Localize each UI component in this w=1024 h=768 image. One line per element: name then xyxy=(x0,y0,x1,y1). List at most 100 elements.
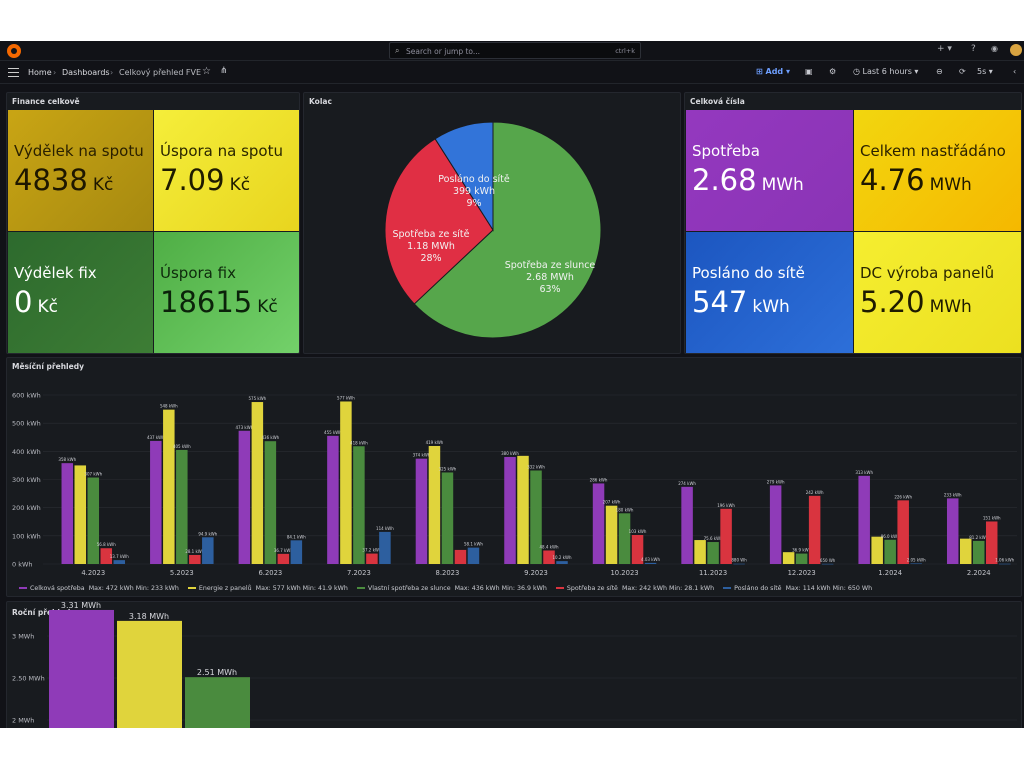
time-picker-button[interactable]: ◷ Last 6 hours ▾ xyxy=(853,67,919,76)
bar[interactable] xyxy=(366,553,378,564)
bar[interactable] xyxy=(972,540,985,564)
bar-value-label: 2.51 MWh xyxy=(197,668,237,677)
breadcrumb-home[interactable]: Home xyxy=(28,68,52,77)
bar-value-label: 418 kWh xyxy=(350,440,368,445)
bar[interactable] xyxy=(631,534,644,564)
bar[interactable] xyxy=(910,563,922,565)
bar[interactable] xyxy=(884,539,896,564)
help-icon[interactable]: ? xyxy=(971,44,976,54)
bar[interactable] xyxy=(517,455,529,564)
bar[interactable] xyxy=(49,609,114,728)
stat-label: DC výroba panelů xyxy=(860,264,995,282)
bar[interactable] xyxy=(467,547,480,564)
bar[interactable] xyxy=(733,563,745,565)
bar[interactable] xyxy=(264,441,277,564)
bar[interactable] xyxy=(238,430,251,564)
bar[interactable] xyxy=(998,563,1011,565)
bar[interactable] xyxy=(681,486,693,564)
stat-tile-sent-to-grid[interactable]: Posláno do sítě 547 kWh xyxy=(686,232,853,353)
legend-item-spotreba-ze-site[interactable]: Spotřeba ze sítě Max: 242 kWh Min: 28.1 … xyxy=(555,585,714,592)
bar[interactable] xyxy=(277,553,290,564)
bar[interactable] xyxy=(290,540,303,564)
bar[interactable] xyxy=(504,456,516,564)
legend-item-celkova-spotreba[interactable]: Celková spotřeba Max: 472 kWh Min: 233 k… xyxy=(19,585,179,592)
bar[interactable] xyxy=(454,549,467,564)
bar[interactable] xyxy=(428,445,441,564)
stat-tile-dc-production[interactable]: DC výroba panelů 5.20 MWh xyxy=(854,232,1021,353)
bar[interactable] xyxy=(100,548,113,564)
legend-item-vlastni-spotreba[interactable]: Vlastní spotřeba ze slunce Max: 436 kWh … xyxy=(356,585,547,592)
legend-item-energie-z-panelu[interactable]: Energie z panelů Max: 577 kWh Min: 41.9 … xyxy=(187,585,348,592)
x-tick-label: 7.2023 xyxy=(347,569,371,577)
bar[interactable] xyxy=(379,531,391,564)
bar[interactable] xyxy=(202,537,214,564)
bar[interactable] xyxy=(340,401,352,564)
breadcrumb-dashboards[interactable]: Dashboards xyxy=(62,68,110,77)
bar[interactable] xyxy=(251,402,264,564)
grafana-logo-icon[interactable] xyxy=(7,44,21,58)
news-rss-icon[interactable]: ◉ xyxy=(991,44,998,53)
save-dashboard-icon[interactable]: ▣ xyxy=(805,67,813,76)
bar[interactable] xyxy=(87,477,100,564)
bar-value-label: 880 Wh xyxy=(731,558,747,563)
collapse-chevron-icon[interactable]: ‹ xyxy=(1013,67,1017,76)
yearly-panel-title: Roční přehledy xyxy=(12,608,76,617)
refresh-interval-select[interactable]: 5s ▾ xyxy=(977,67,993,76)
bar[interactable] xyxy=(441,472,454,564)
pie-slice-poslano-do-site[interactable] xyxy=(434,121,494,232)
new-plus-icon[interactable]: + ▾ xyxy=(937,44,952,54)
zoom-out-icon[interactable]: ⊖ xyxy=(936,67,943,76)
bar[interactable] xyxy=(644,562,657,564)
bar[interactable] xyxy=(985,521,998,564)
bar[interactable] xyxy=(769,485,782,564)
bar[interactable] xyxy=(176,449,188,564)
bar[interactable] xyxy=(605,505,618,564)
search-input[interactable]: ⌕ Search or jump to... ctrl+k xyxy=(389,42,641,59)
stat-tile-fix-earnings[interactable]: Výdělek fix 0 Kč xyxy=(8,232,153,353)
bar[interactable] xyxy=(113,560,126,564)
refresh-interval-value: 5s xyxy=(977,67,987,76)
bar[interactable] xyxy=(707,542,719,564)
stat-tile-spot-earnings[interactable]: Výdělek na spotu 4838 Kč xyxy=(8,110,153,231)
bar[interactable] xyxy=(163,409,175,564)
bar[interactable] xyxy=(327,435,339,564)
legend-item-poslano-do-site[interactable]: Posláno do sítě Max: 114 kWh Min: 650 Wh xyxy=(723,585,872,592)
bar[interactable] xyxy=(858,475,870,564)
bar[interactable] xyxy=(530,470,542,564)
stat-tile-consumption[interactable]: Spotřeba 2.68 MWh xyxy=(686,110,853,231)
bar[interactable] xyxy=(592,483,605,564)
bar[interactable] xyxy=(821,563,834,565)
stat-tile-spot-savings[interactable]: Úspora na spotu 7.09 Kč xyxy=(154,110,299,231)
bar[interactable] xyxy=(150,440,162,564)
bar[interactable] xyxy=(959,538,972,564)
bar[interactable] xyxy=(694,540,706,564)
bar[interactable] xyxy=(808,495,821,564)
add-button[interactable]: ⊞ Add ▾ xyxy=(756,67,790,76)
pie-slice-spotreba-ze-site[interactable] xyxy=(384,138,494,305)
pie-slice-spotreba-ze-slunce[interactable] xyxy=(413,121,602,339)
star-icon[interactable]: ☆ xyxy=(202,66,211,77)
bar[interactable] xyxy=(117,620,182,728)
bar[interactable] xyxy=(415,458,428,564)
user-avatar[interactable] xyxy=(1010,44,1022,56)
bar[interactable] xyxy=(720,508,732,564)
bar[interactable] xyxy=(946,498,959,564)
menu-hamburger-icon[interactable] xyxy=(8,68,19,77)
bar[interactable] xyxy=(543,550,555,564)
bar[interactable] xyxy=(782,552,795,564)
stat-tile-total-saved[interactable]: Celkem nastřádáno 4.76 MWh xyxy=(854,110,1021,231)
bar[interactable] xyxy=(353,446,365,564)
bar[interactable] xyxy=(189,554,201,564)
share-icon[interactable]: ⋔ xyxy=(220,66,228,76)
bar[interactable] xyxy=(74,465,87,564)
bar[interactable] xyxy=(871,536,883,564)
bar[interactable] xyxy=(556,561,568,564)
bar[interactable] xyxy=(795,553,808,564)
refresh-icon[interactable]: ⟳ xyxy=(959,67,966,76)
bar[interactable] xyxy=(185,677,250,728)
bar[interactable] xyxy=(618,513,631,564)
bar[interactable] xyxy=(61,463,74,564)
stat-tile-fix-savings[interactable]: Úspora fix 18615 Kč xyxy=(154,232,299,353)
settings-gear-icon[interactable]: ⚙ xyxy=(829,67,837,76)
bar[interactable] xyxy=(897,500,909,564)
